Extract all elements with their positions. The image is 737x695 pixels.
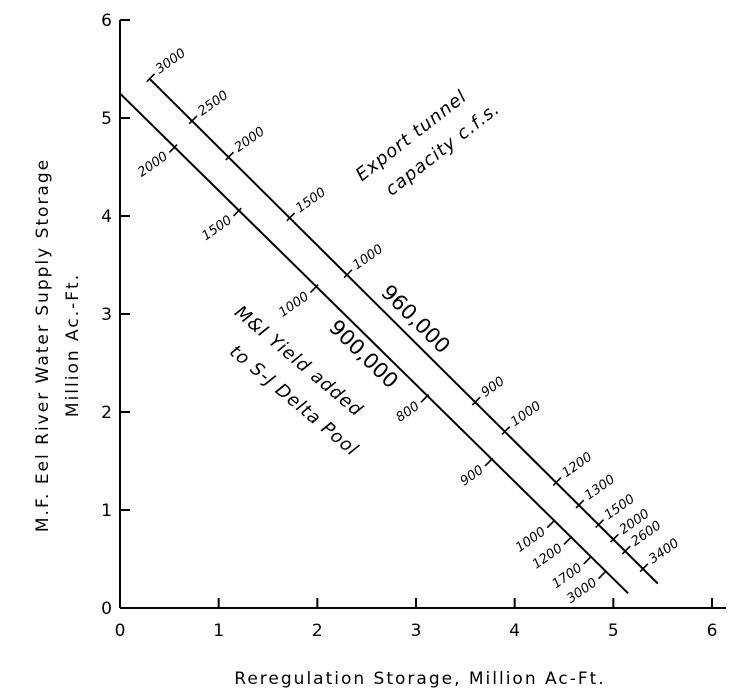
- scale-mark: [188, 115, 198, 125]
- scale-mark-label: 1000: [276, 289, 312, 320]
- y-tick-label: 4: [101, 207, 112, 227]
- scale-mark: [232, 207, 242, 217]
- scale-mark: [309, 284, 319, 294]
- y-tick-label: 6: [101, 11, 112, 31]
- scale-mark: [583, 555, 593, 565]
- x-tick-label: 5: [608, 621, 619, 641]
- scale-mark-label: 3000: [153, 46, 189, 77]
- scale-mark-label: 900: [458, 463, 487, 490]
- scale-mark: [484, 457, 494, 467]
- scale-mark: [501, 426, 511, 436]
- scale-mark: [420, 393, 430, 403]
- scale-mark: [225, 151, 235, 161]
- scale-mark-label: 1500: [199, 213, 235, 244]
- series-name-label: 960,000: [376, 280, 455, 358]
- y-tick-label: 2: [101, 403, 112, 423]
- scale-mark-label: 900: [479, 374, 508, 401]
- x-tick-label: 6: [707, 621, 718, 641]
- scale-mark: [546, 519, 556, 529]
- scale-mark: [168, 143, 178, 153]
- scale-mark: [597, 570, 607, 580]
- scale-mark: [471, 396, 481, 406]
- scale-mark: [609, 533, 619, 543]
- y-axis-title-line1: M.F. Eel River Water Supply Storage: [33, 158, 53, 532]
- scale-mark-label: 2000: [135, 149, 171, 180]
- scale-mark-label: 1300: [582, 472, 618, 503]
- scale-mark-label: 800: [394, 399, 423, 426]
- y-tick-label: 5: [101, 109, 112, 129]
- scale-mark-label: 1000: [508, 399, 544, 430]
- series-line-0: [148, 78, 659, 585]
- axes: 0 1 2 3 4 5 6 0 1 2 3 4 5 6: [101, 11, 726, 641]
- scale-mark-label: 2000: [232, 124, 268, 155]
- scale-mark: [286, 212, 296, 222]
- scale-mark: [146, 73, 156, 83]
- y-axis-title-line2: Million Ac.-Ft.: [63, 273, 83, 417]
- scale-mark: [552, 477, 562, 486]
- y-tick-label: 0: [101, 599, 112, 619]
- y-tick-label: 1: [101, 501, 112, 521]
- x-tick-label: 0: [115, 621, 126, 641]
- scale-mark-label: 2500: [195, 88, 231, 119]
- x-tick-label: 4: [509, 621, 520, 641]
- scale-mark-label: 1500: [293, 185, 329, 216]
- scale-mark: [639, 563, 649, 573]
- x-tick-label: 1: [213, 621, 224, 641]
- scale-mark-label: 3400: [646, 536, 682, 567]
- series-line-1: [119, 92, 629, 595]
- x-axis-title: Reregulation Storage, Million Ac-Ft.: [234, 669, 605, 689]
- scale-mark-label: 1200: [560, 450, 596, 481]
- scale-mark-label: 1000: [350, 242, 386, 273]
- x-tick-label: 3: [411, 621, 422, 641]
- scale-mark: [621, 545, 631, 555]
- scale-mark: [575, 499, 585, 509]
- x-tick-label: 2: [312, 621, 323, 641]
- scale-mark: [563, 535, 573, 545]
- scale-mark: [595, 519, 605, 529]
- y-tick-label: 3: [101, 305, 112, 325]
- scale-mark: [343, 269, 353, 279]
